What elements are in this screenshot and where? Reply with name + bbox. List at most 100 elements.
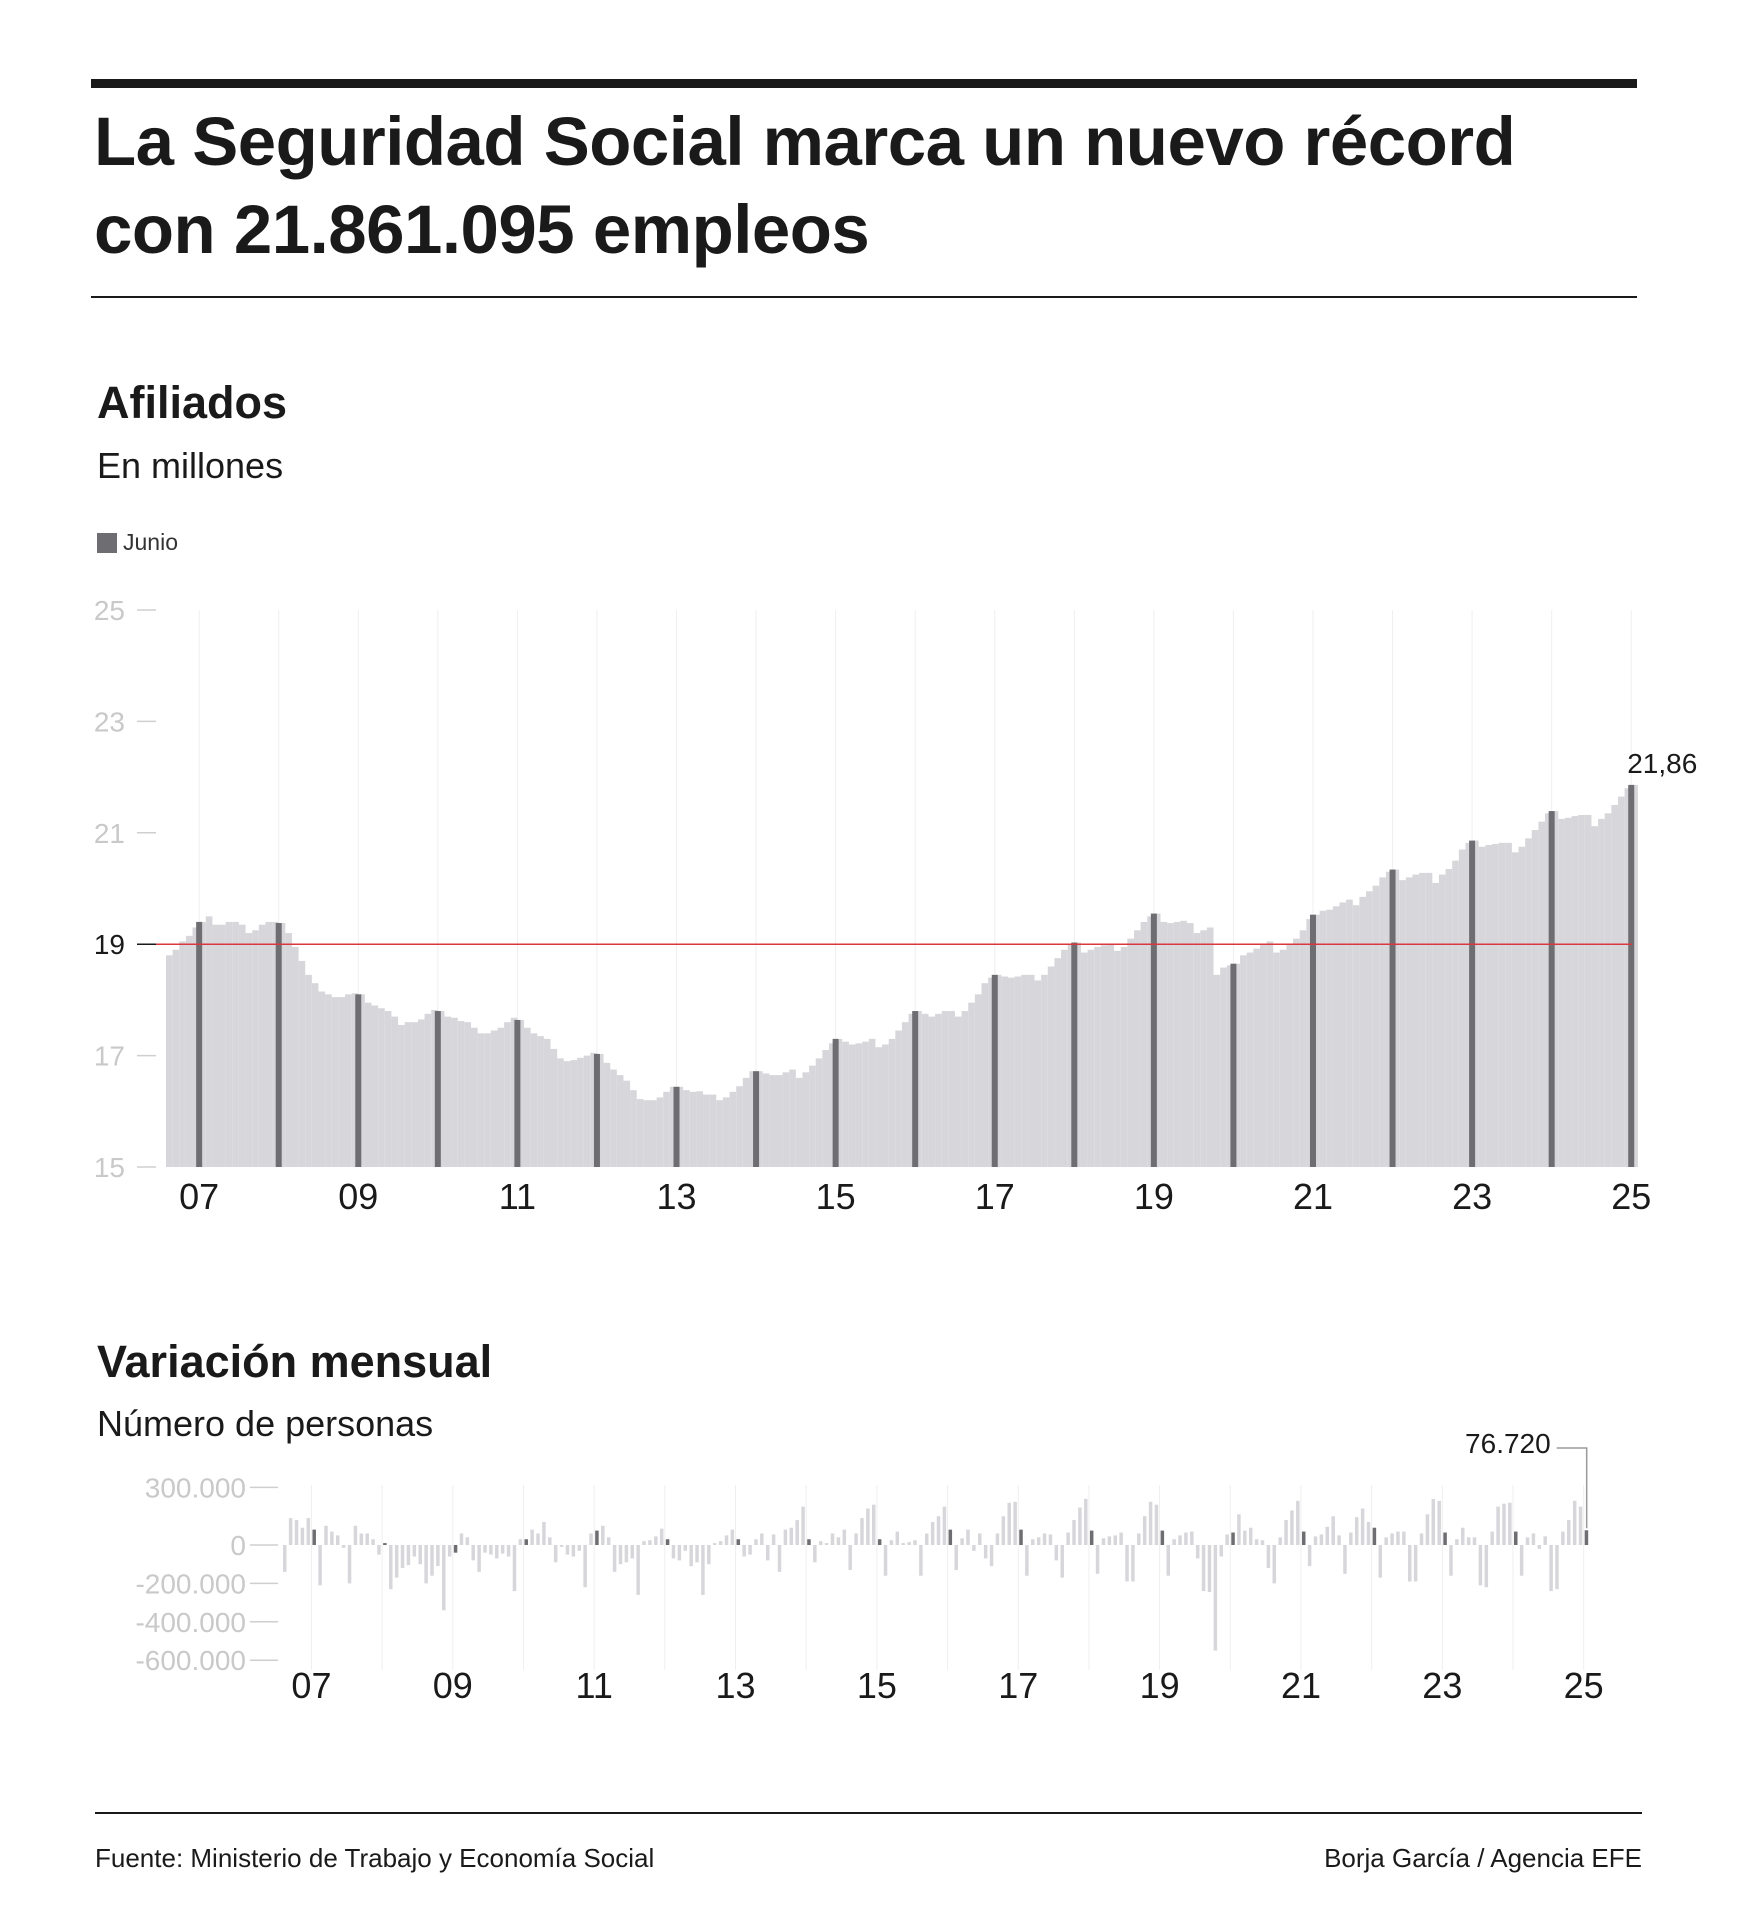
monthly-bar bbox=[1107, 944, 1115, 1167]
variation-bar bbox=[1260, 1540, 1265, 1545]
monthly-bar bbox=[504, 1022, 511, 1167]
x-tick-label: 21 bbox=[1293, 1176, 1333, 1217]
june-variation-bar bbox=[1584, 1530, 1589, 1545]
monthly-bar bbox=[636, 1099, 644, 1167]
monthly-bar bbox=[1273, 952, 1280, 1167]
monthly-bar bbox=[1021, 974, 1028, 1167]
variation-bar bbox=[630, 1545, 635, 1559]
monthly-bar bbox=[1584, 814, 1592, 1167]
monthly-bar bbox=[1160, 921, 1168, 1167]
variation-bar bbox=[1237, 1514, 1241, 1545]
monthly-bar bbox=[888, 1038, 896, 1167]
monthly-bar bbox=[1147, 916, 1154, 1167]
variation-bar bbox=[624, 1545, 629, 1563]
monthly-bar bbox=[935, 1013, 942, 1167]
monthly-bar bbox=[1505, 842, 1512, 1167]
monthly-bar bbox=[1452, 860, 1459, 1167]
monthly-bar bbox=[1472, 840, 1479, 1167]
variation-bar bbox=[801, 1506, 805, 1545]
x-tick-label: 21 bbox=[1281, 1665, 1321, 1706]
variation-bar bbox=[1195, 1545, 1200, 1559]
x-tick-label: 17 bbox=[998, 1665, 1038, 1706]
variation-bar bbox=[854, 1533, 858, 1545]
monthly-bar bbox=[981, 983, 989, 1167]
monthly-bar bbox=[696, 1091, 704, 1167]
monthly-bar bbox=[762, 1073, 770, 1167]
monthly-bar bbox=[623, 1080, 631, 1167]
monthly-bar bbox=[298, 960, 306, 1167]
monthly-bar bbox=[656, 1097, 664, 1167]
variation-bar bbox=[353, 1525, 358, 1545]
variation-bar bbox=[530, 1529, 534, 1545]
monthly-bar bbox=[1087, 949, 1095, 1167]
monthly-bar bbox=[484, 1033, 491, 1167]
variation-bar bbox=[748, 1545, 752, 1555]
variation-bar bbox=[500, 1545, 505, 1554]
monthly-bar bbox=[1213, 974, 1221, 1167]
monthly-bar bbox=[351, 993, 359, 1167]
variation-bar bbox=[495, 1545, 499, 1559]
june-variation-bar bbox=[595, 1530, 599, 1545]
variation-bar bbox=[848, 1545, 852, 1570]
monthly-bar bbox=[318, 991, 326, 1167]
monthly-bar bbox=[225, 921, 233, 1167]
monthly-bar bbox=[1604, 813, 1612, 1167]
monthly-bar bbox=[212, 924, 220, 1167]
x-tick-label: 13 bbox=[716, 1665, 756, 1706]
monthly-bar bbox=[1538, 821, 1546, 1167]
variation-bar bbox=[1307, 1545, 1312, 1567]
variation-bar bbox=[1472, 1537, 1477, 1545]
monthly-bar bbox=[278, 923, 286, 1167]
x-tick-label: 07 bbox=[291, 1665, 331, 1706]
variation-bar bbox=[765, 1545, 770, 1561]
variation-bar bbox=[883, 1545, 888, 1576]
variation-bar bbox=[1319, 1534, 1324, 1545]
x-tick-label: 23 bbox=[1422, 1665, 1462, 1706]
variation-bar bbox=[960, 1538, 964, 1545]
top-rule bbox=[91, 79, 1637, 88]
x-tick-label: 25 bbox=[1564, 1665, 1604, 1706]
variation-bar bbox=[1449, 1545, 1453, 1576]
june-bar bbox=[355, 994, 362, 1167]
variation-bar bbox=[1060, 1545, 1064, 1578]
monthly-bar bbox=[1399, 880, 1406, 1167]
variation-bar bbox=[636, 1545, 640, 1595]
variation-bar bbox=[1107, 1536, 1112, 1545]
x-tick-label: 07 bbox=[179, 1176, 219, 1217]
monthly-bar bbox=[649, 1100, 657, 1167]
variation-bar bbox=[1125, 1545, 1129, 1582]
affiliates-title: Afiliados bbox=[97, 377, 288, 428]
variation-bar bbox=[677, 1545, 682, 1561]
variation-bar bbox=[818, 1541, 823, 1545]
variation-bar bbox=[654, 1536, 658, 1545]
monthly-bar bbox=[1366, 891, 1373, 1167]
legend-swatch-june bbox=[97, 532, 117, 553]
monthly-bar bbox=[789, 1069, 796, 1167]
june-variation-bar bbox=[1514, 1531, 1518, 1545]
variation-bar bbox=[430, 1545, 434, 1576]
x-tick-label: 15 bbox=[816, 1176, 856, 1217]
monthly-bar bbox=[1233, 963, 1241, 1167]
variation-bar bbox=[1455, 1539, 1459, 1545]
variation-bar bbox=[1137, 1533, 1141, 1545]
monthly-bar bbox=[305, 974, 312, 1167]
monthly-bar bbox=[1551, 811, 1559, 1167]
june-bar bbox=[1469, 840, 1476, 1167]
monthly-bar bbox=[1525, 838, 1532, 1167]
variation-bar bbox=[1466, 1537, 1471, 1545]
variation-bar bbox=[1201, 1545, 1206, 1592]
variation-bar bbox=[836, 1537, 841, 1545]
variation-bar bbox=[559, 1545, 564, 1547]
monthly-bar bbox=[795, 1077, 803, 1167]
variation-bar bbox=[907, 1542, 911, 1545]
variation-bar bbox=[1219, 1545, 1224, 1557]
variation-bar bbox=[1360, 1508, 1365, 1545]
monthly-bar bbox=[199, 921, 206, 1167]
june-bar bbox=[1389, 869, 1396, 1167]
variation-bar bbox=[1172, 1539, 1176, 1545]
monthly-bar bbox=[1492, 843, 1499, 1167]
monthly-bar bbox=[1094, 946, 1101, 1167]
monthly-bar bbox=[1571, 816, 1579, 1167]
monthly-bar bbox=[1180, 920, 1188, 1167]
monthly-bar bbox=[1591, 826, 1599, 1167]
